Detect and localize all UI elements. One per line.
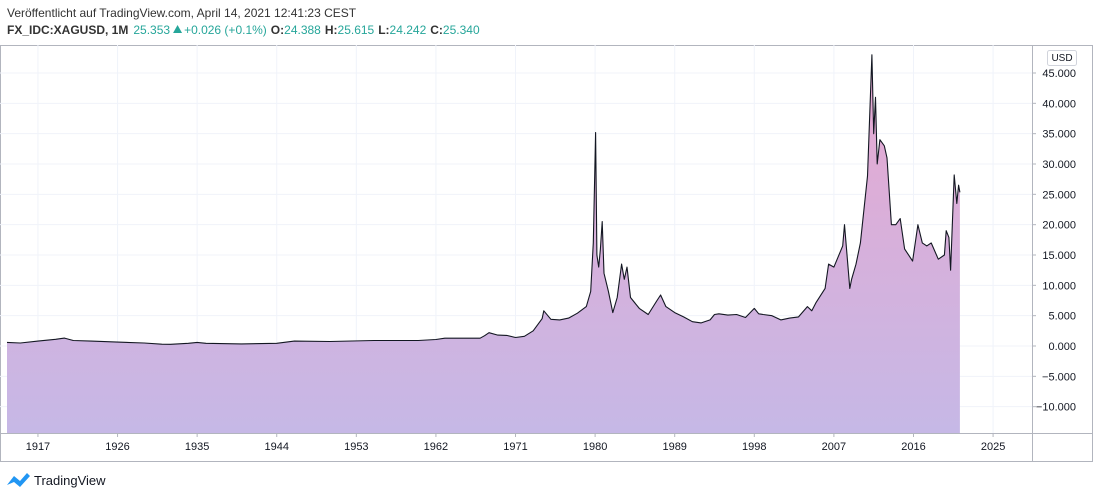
y-tick-label: 40.000 (1042, 98, 1076, 110)
y-tick-label: 35.000 (1042, 129, 1076, 141)
x-tick-label: 1989 (662, 441, 686, 453)
ohlc-label: H: (325, 23, 338, 37)
currency-badge (1047, 50, 1077, 66)
ohlc-value: 24.242 (390, 23, 427, 37)
x-tick-label: 1917 (26, 441, 50, 453)
x-tick-label: 1962 (424, 441, 448, 453)
ohlc-value: 24.388 (284, 23, 321, 37)
up-arrow (173, 25, 183, 33)
x-tick-label: 2025 (981, 441, 1005, 453)
x-tick-label: 2007 (822, 441, 846, 453)
y-tick-label: 30.000 (1042, 159, 1076, 171)
y-tick-label: 15.000 (1042, 250, 1076, 262)
ohlc-label: L: (378, 23, 389, 37)
brand: TradingView (34, 473, 106, 488)
currency: USD (1051, 53, 1072, 64)
last-price: 25.353 (133, 23, 170, 37)
y-tick-label: 20.000 (1042, 220, 1076, 232)
ohlc-value: 25.615 (338, 23, 375, 37)
x-tick-label: 1926 (105, 441, 129, 453)
x-tick-label: 1944 (264, 441, 288, 453)
x-tick-label: 1998 (742, 441, 766, 453)
x-tick-label: 1980 (583, 441, 607, 453)
change: +0.026 (+0.1%) (184, 23, 267, 37)
x-tick-label: 1953 (344, 441, 368, 453)
y-tick-label: 45.000 (1042, 68, 1076, 80)
brand-logo (7, 473, 30, 487)
y-tick-label: −5.000 (1042, 371, 1076, 383)
chart-frame (0, 45, 1093, 462)
y-tick-label: 0.000 (1048, 341, 1076, 353)
y-tick-label: −10.000 (1036, 402, 1076, 414)
y-tick-label: 5.000 (1048, 311, 1076, 323)
y-tick-label: 10.000 (1042, 280, 1076, 292)
plot (6, 54, 961, 434)
ohlc-label: O: (271, 23, 284, 37)
price-line (6, 54, 961, 345)
x-tick-label: 1971 (503, 441, 527, 453)
symbol: FX_IDC:XAGUSD, 1M (7, 23, 128, 37)
ohlc-value: 25.340 (443, 23, 480, 37)
y-tick-label: 25.000 (1042, 189, 1076, 201)
chart-title: Veröffentlicht auf TradingView.com, Apri… (7, 6, 357, 20)
x-tick-label: 1935 (185, 441, 209, 453)
area-fill (7, 54, 960, 434)
x-tick-label: 2016 (901, 441, 925, 453)
ohlc-label: C: (430, 23, 443, 37)
legend: FX_IDC:XAGUSD, 1M 25.353 +0.026 (+0.1%) O:2… (7, 23, 480, 37)
